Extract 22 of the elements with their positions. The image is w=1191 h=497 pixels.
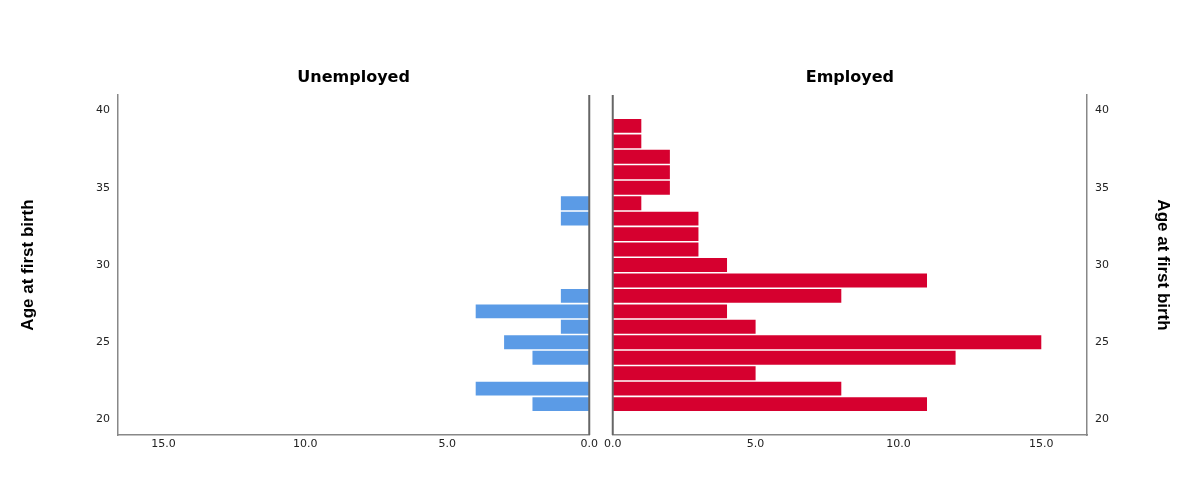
x-tick-label: 15.0: [1029, 437, 1054, 451]
x-tick-label: 0.0: [580, 437, 598, 451]
y-tick-label: 30: [96, 257, 110, 271]
x-tick-label: 5.0: [438, 437, 457, 451]
y-tick-label: 25: [1095, 335, 1109, 349]
y-axis-title: Age at first birth: [17, 199, 37, 331]
x-tick-label: 0.0: [604, 437, 622, 451]
chart-title: Unemployed: [297, 67, 410, 87]
y-tick-label: 30: [1095, 257, 1109, 271]
x-tick-label: 10.0: [293, 437, 318, 451]
y-tick-label: 25: [96, 335, 110, 349]
y-tick-label: 40: [96, 103, 110, 117]
y-tick-label: 35: [1095, 180, 1109, 194]
chart-title: Employed: [805, 67, 895, 87]
y-tick-label: 20: [96, 412, 110, 426]
x-tick-label: 5.0: [746, 437, 765, 451]
y-tick-label: 40: [1095, 103, 1109, 117]
x-tick-label: 10.0: [886, 437, 911, 451]
y-tick-label: 20: [1095, 412, 1109, 426]
y-axis-title: Age at first birth: [1154, 199, 1174, 331]
x-tick-label: 15.0: [151, 437, 176, 451]
y-tick-label: 35: [96, 180, 110, 194]
